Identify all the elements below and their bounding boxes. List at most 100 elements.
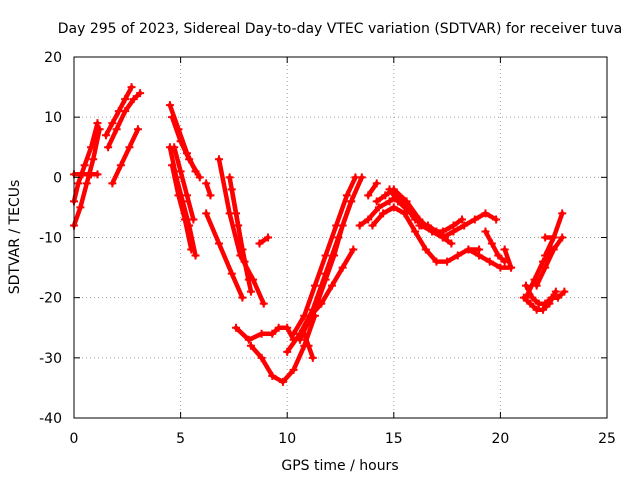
data-point: [176, 137, 185, 146]
data-point: [421, 245, 430, 254]
data-point: [246, 341, 255, 350]
data-point: [289, 329, 298, 338]
data-point: [268, 371, 277, 380]
data-point: [449, 227, 458, 236]
data-series-arc-10: [168, 161, 196, 254]
data-point: [108, 179, 117, 188]
y-tick-label: -30: [39, 351, 62, 367]
data-point: [74, 179, 83, 188]
data-point: [385, 185, 394, 194]
data-point: [411, 227, 420, 236]
data-point: [415, 221, 424, 230]
data-point: [227, 269, 236, 278]
data-point: [541, 263, 550, 272]
data-point: [308, 353, 317, 362]
data-point: [460, 221, 469, 230]
data-point: [372, 179, 381, 188]
data-point: [487, 239, 496, 248]
data-point: [481, 209, 490, 218]
data-point: [558, 209, 567, 218]
data-point: [541, 299, 550, 308]
data-point: [259, 299, 268, 308]
data-point: [227, 185, 236, 194]
data-point: [385, 197, 394, 206]
data-point: [240, 257, 249, 266]
data-point: [492, 215, 501, 224]
data-point: [355, 221, 364, 230]
data-point: [400, 209, 409, 218]
data-series-arc-08: [168, 113, 204, 182]
y-tick-label: -20: [39, 291, 62, 307]
data-point: [264, 233, 273, 242]
data-point: [368, 221, 377, 230]
data-point: [87, 143, 96, 152]
data-series-arc-24: [300, 329, 317, 362]
data-point: [78, 170, 87, 179]
data-point: [174, 191, 183, 200]
data-point: [232, 323, 241, 332]
x-tick-label: 25: [598, 431, 616, 447]
data-point: [364, 191, 373, 200]
data-point: [278, 377, 287, 386]
series-layer: [70, 83, 569, 386]
data-point: [129, 95, 138, 104]
data-point: [521, 281, 530, 290]
series-line: [417, 223, 448, 240]
y-tick-label: 20: [44, 50, 62, 66]
data-point: [255, 239, 264, 248]
data-point: [372, 197, 381, 206]
data-point: [304, 317, 313, 326]
data-point: [93, 170, 102, 179]
data-point: [176, 167, 185, 176]
data-point: [304, 341, 313, 350]
data-point: [453, 251, 462, 260]
data-point: [182, 191, 191, 200]
data-point: [447, 239, 456, 248]
data-point: [112, 125, 121, 134]
x-tick-label: 10: [278, 431, 296, 447]
data-point: [349, 245, 358, 254]
data-series-arc-31: [438, 209, 501, 242]
x-tick-label: 5: [176, 431, 185, 447]
data-point: [500, 245, 509, 254]
series-line: [110, 126, 141, 186]
data-series-arc-25: [364, 179, 381, 200]
data-point: [257, 329, 266, 338]
data-point: [351, 173, 360, 182]
y-tick-label: -10: [39, 231, 62, 247]
data-point: [481, 227, 490, 236]
data-point: [389, 203, 398, 212]
data-point: [551, 287, 560, 296]
data-point: [317, 299, 326, 308]
data-series-arc-33: [481, 227, 509, 266]
data-point: [321, 275, 330, 284]
data-point: [541, 251, 550, 260]
grid-layer: [74, 57, 607, 418]
x-tick-label: 20: [491, 431, 509, 447]
data-series-arc-14: [214, 155, 268, 308]
x-axis-label: GPS time / hours: [281, 458, 398, 474]
data-series-arc-02: [70, 119, 102, 206]
data-point: [187, 245, 196, 254]
data-point: [165, 101, 174, 110]
data-point: [549, 233, 558, 242]
data-point: [116, 161, 125, 170]
data-point: [443, 257, 452, 266]
data-point: [244, 335, 253, 344]
data-series-arc-13: [202, 209, 247, 302]
data-point: [289, 365, 298, 374]
data-series-arc-36: [521, 281, 569, 308]
data-point: [76, 203, 85, 212]
data-point: [539, 305, 548, 314]
data-point: [214, 239, 223, 248]
data-point: [521, 293, 530, 302]
data-point: [101, 131, 110, 140]
series-line: [229, 187, 254, 294]
data-point: [402, 197, 411, 206]
data-series-arc-22: [295, 197, 356, 344]
data-point: [374, 203, 383, 212]
data-point: [432, 257, 441, 266]
data-point: [168, 113, 177, 122]
data-point: [306, 311, 315, 320]
